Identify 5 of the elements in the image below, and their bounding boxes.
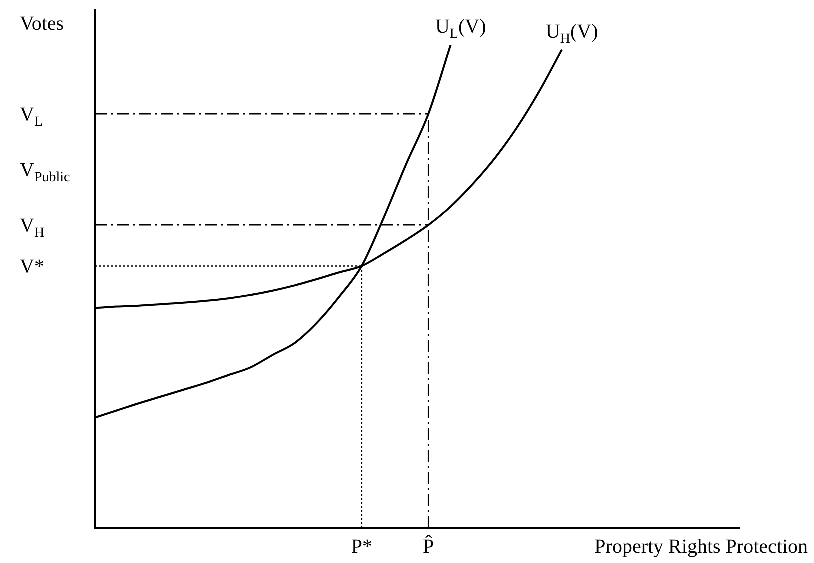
x-tick-label: P̂ [423, 535, 434, 558]
x-axis-title: Property Rights Protection [594, 536, 808, 558]
y-axis-title: Votes [20, 13, 64, 35]
ref-line-label: V* [20, 256, 44, 278]
x-tick-label: P* [351, 536, 372, 558]
